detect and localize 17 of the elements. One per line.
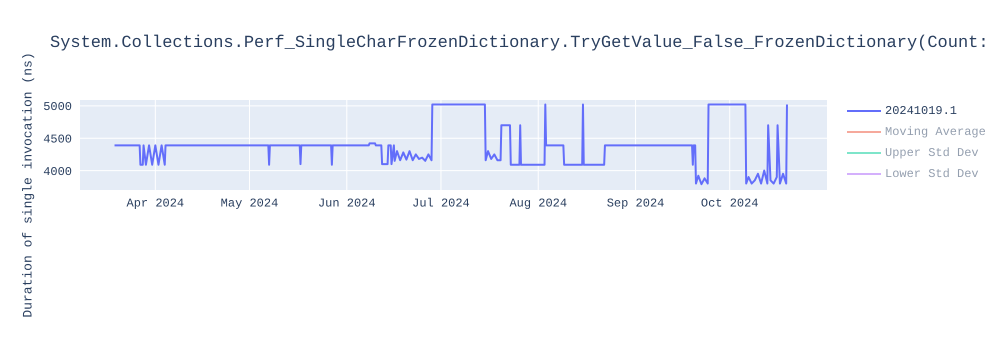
x-tick-label: Oct 2024 (700, 196, 759, 211)
x-tick-label: Aug 2024 (509, 196, 568, 211)
legend-label: Upper Std Dev (885, 146, 979, 160)
x-tick-label: Jun 2024 (318, 196, 376, 211)
legend-label: Moving Average (885, 124, 986, 138)
legend-label: Lower Std Dev (885, 166, 979, 180)
x-tick-label: Apr 2024 (126, 196, 184, 211)
x-tick-label: May 2024 (220, 196, 278, 211)
y-tick-label: 4500 (43, 132, 72, 146)
y-axis-title: Duration of single invocation (ns) (20, 52, 36, 318)
y-tick-label: 5000 (43, 100, 72, 114)
x-tick-label: Sep 2024 (606, 196, 664, 211)
line-series (114, 104, 788, 186)
y-tick-label: 4000 (43, 164, 72, 179)
legend-label: 20241019.1 (885, 104, 958, 118)
x-tick-label: Jul 2024 (412, 196, 470, 211)
chart-title: System.Collections.Perf_SingleCharFrozenDictionary.TryGetValue_False_FrozenDictionary(Count: (50, 34, 989, 53)
